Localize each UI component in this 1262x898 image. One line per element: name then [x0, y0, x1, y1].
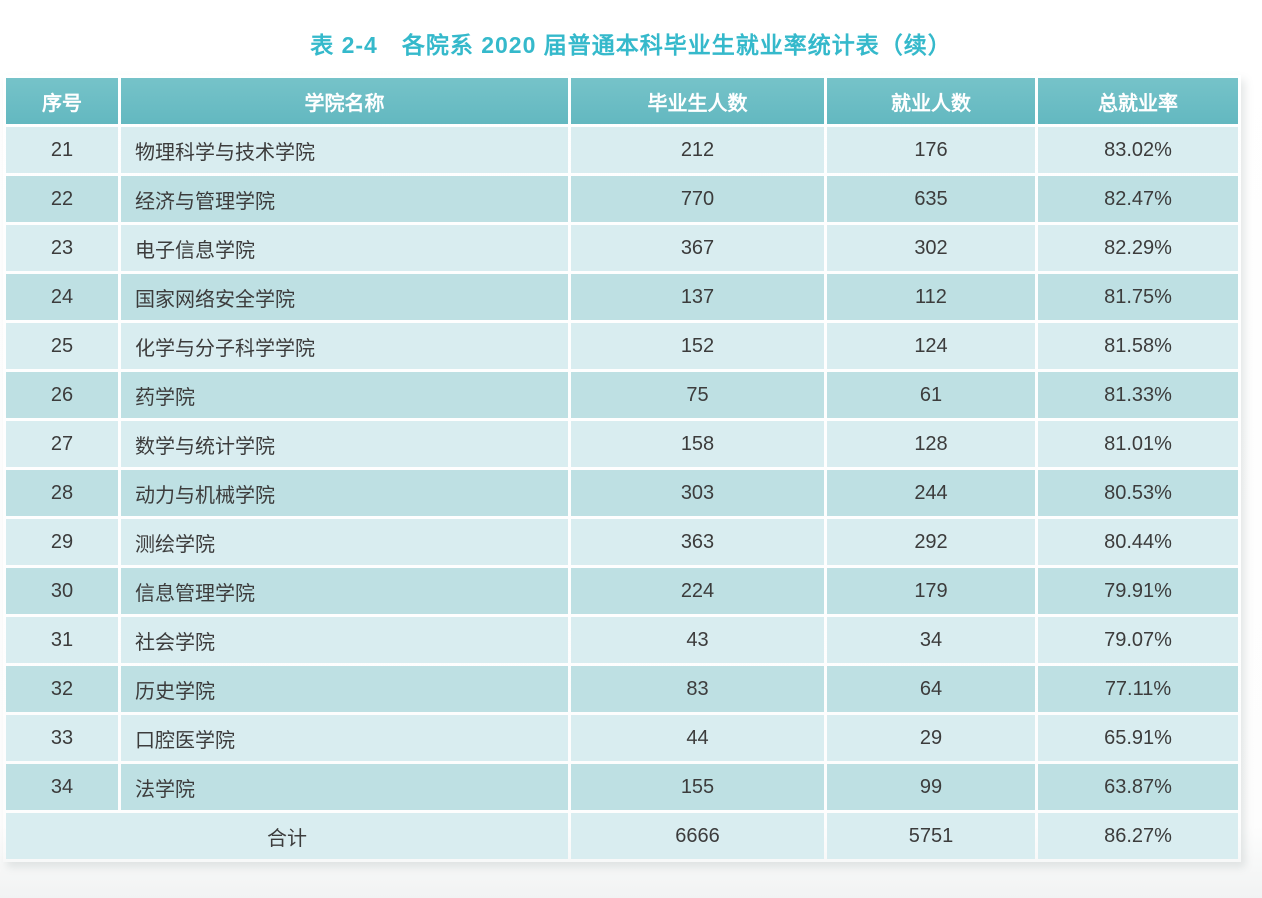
row-index: 21	[6, 127, 118, 173]
employed-count: 61	[827, 372, 1035, 418]
table-row: 25 化学与分子科学学院 152 124 81.58%	[6, 323, 1238, 369]
table-row: 21 物理科学与技术学院 212 176 83.02%	[6, 127, 1238, 173]
row-index: 32	[6, 666, 118, 712]
total-graduates: 6666	[571, 813, 824, 859]
row-index: 26	[6, 372, 118, 418]
total-employed: 5751	[827, 813, 1035, 859]
graduate-count: 367	[571, 225, 824, 271]
employment-rate: 63.87%	[1038, 764, 1238, 810]
employed-count: 64	[827, 666, 1035, 712]
row-index: 22	[6, 176, 118, 222]
graduate-count: 152	[571, 323, 824, 369]
col-header-rate: 总就业率	[1038, 78, 1238, 124]
college-name: 社会学院	[121, 617, 568, 663]
employment-rate: 81.75%	[1038, 274, 1238, 320]
row-index: 28	[6, 470, 118, 516]
employed-count: 292	[827, 519, 1035, 565]
employment-rate: 82.29%	[1038, 225, 1238, 271]
graduate-count: 83	[571, 666, 824, 712]
graduate-count: 224	[571, 568, 824, 614]
college-name: 动力与机械学院	[121, 470, 568, 516]
table-body: 21 物理科学与技术学院 212 176 83.02% 22 经济与管理学院 7…	[6, 127, 1238, 810]
employed-count: 244	[827, 470, 1035, 516]
college-name: 国家网络安全学院	[121, 274, 568, 320]
employed-count: 99	[827, 764, 1035, 810]
row-index: 33	[6, 715, 118, 761]
college-name: 经济与管理学院	[121, 176, 568, 222]
graduate-count: 137	[571, 274, 824, 320]
row-index: 23	[6, 225, 118, 271]
employment-rate: 81.58%	[1038, 323, 1238, 369]
employment-rate: 83.02%	[1038, 127, 1238, 173]
college-name: 法学院	[121, 764, 568, 810]
employment-rate: 77.11%	[1038, 666, 1238, 712]
row-index: 34	[6, 764, 118, 810]
employment-rate: 81.33%	[1038, 372, 1238, 418]
employment-rate: 82.47%	[1038, 176, 1238, 222]
graduate-count: 158	[571, 421, 824, 467]
table-row: 26 药学院 75 61 81.33%	[6, 372, 1238, 418]
employed-count: 128	[827, 421, 1035, 467]
table-row: 23 电子信息学院 367 302 82.29%	[6, 225, 1238, 271]
employed-count: 302	[827, 225, 1035, 271]
row-index: 27	[6, 421, 118, 467]
employed-count: 34	[827, 617, 1035, 663]
row-index: 25	[6, 323, 118, 369]
header-row: 序号 学院名称 毕业生人数 就业人数 总就业率	[6, 78, 1238, 124]
college-name: 物理科学与技术学院	[121, 127, 568, 173]
col-header-employed: 就业人数	[827, 78, 1035, 124]
table-row: 34 法学院 155 99 63.87%	[6, 764, 1238, 810]
college-name: 测绘学院	[121, 519, 568, 565]
employed-count: 112	[827, 274, 1035, 320]
table-row: 31 社会学院 43 34 79.07%	[6, 617, 1238, 663]
employed-count: 176	[827, 127, 1035, 173]
graduate-count: 43	[571, 617, 824, 663]
employment-rate: 80.44%	[1038, 519, 1238, 565]
table-row: 30 信息管理学院 224 179 79.91%	[6, 568, 1238, 614]
graduate-count: 75	[571, 372, 824, 418]
employed-count: 179	[827, 568, 1035, 614]
employment-rate: 81.01%	[1038, 421, 1238, 467]
college-name: 药学院	[121, 372, 568, 418]
college-name: 电子信息学院	[121, 225, 568, 271]
college-name: 化学与分子科学学院	[121, 323, 568, 369]
graduate-count: 363	[571, 519, 824, 565]
graduate-count: 303	[571, 470, 824, 516]
employment-rate-table: 序号 学院名称 毕业生人数 就业人数 总就业率 21 物理科学与技术学院 212…	[3, 75, 1241, 862]
table-row: 28 动力与机械学院 303 244 80.53%	[6, 470, 1238, 516]
col-header-graduates: 毕业生人数	[571, 78, 824, 124]
graduate-count: 44	[571, 715, 824, 761]
table-row: 29 测绘学院 363 292 80.44%	[6, 519, 1238, 565]
graduate-count: 155	[571, 764, 824, 810]
col-header-college: 学院名称	[121, 78, 568, 124]
total-label: 合计	[6, 813, 568, 859]
table-row: 33 口腔医学院 44 29 65.91%	[6, 715, 1238, 761]
employment-rate: 79.07%	[1038, 617, 1238, 663]
table-row: 24 国家网络安全学院 137 112 81.75%	[6, 274, 1238, 320]
employed-count: 29	[827, 715, 1035, 761]
table-title: 表 2-4 各院系 2020 届普通本科毕业生就业率统计表（续）	[310, 32, 952, 58]
college-name: 历史学院	[121, 666, 568, 712]
table-row: 27 数学与统计学院 158 128 81.01%	[6, 421, 1238, 467]
employed-count: 124	[827, 323, 1035, 369]
college-name: 口腔医学院	[121, 715, 568, 761]
row-index: 30	[6, 568, 118, 614]
row-index: 31	[6, 617, 118, 663]
college-name: 信息管理学院	[121, 568, 568, 614]
college-name: 数学与统计学院	[121, 421, 568, 467]
col-header-index: 序号	[6, 78, 118, 124]
graduate-count: 212	[571, 127, 824, 173]
row-index: 29	[6, 519, 118, 565]
employment-rate: 65.91%	[1038, 715, 1238, 761]
table-row: 22 经济与管理学院 770 635 82.47%	[6, 176, 1238, 222]
employed-count: 635	[827, 176, 1035, 222]
table-row: 32 历史学院 83 64 77.11%	[6, 666, 1238, 712]
row-index: 24	[6, 274, 118, 320]
employment-rate: 80.53%	[1038, 470, 1238, 516]
total-row: 合计 6666 5751 86.27%	[6, 813, 1238, 859]
graduate-count: 770	[571, 176, 824, 222]
employment-rate: 79.91%	[1038, 568, 1238, 614]
report-page: 表 2-4 各院系 2020 届普通本科毕业生就业率统计表（续） 序号 学院名称…	[0, 26, 1262, 862]
total-rate: 86.27%	[1038, 813, 1238, 859]
